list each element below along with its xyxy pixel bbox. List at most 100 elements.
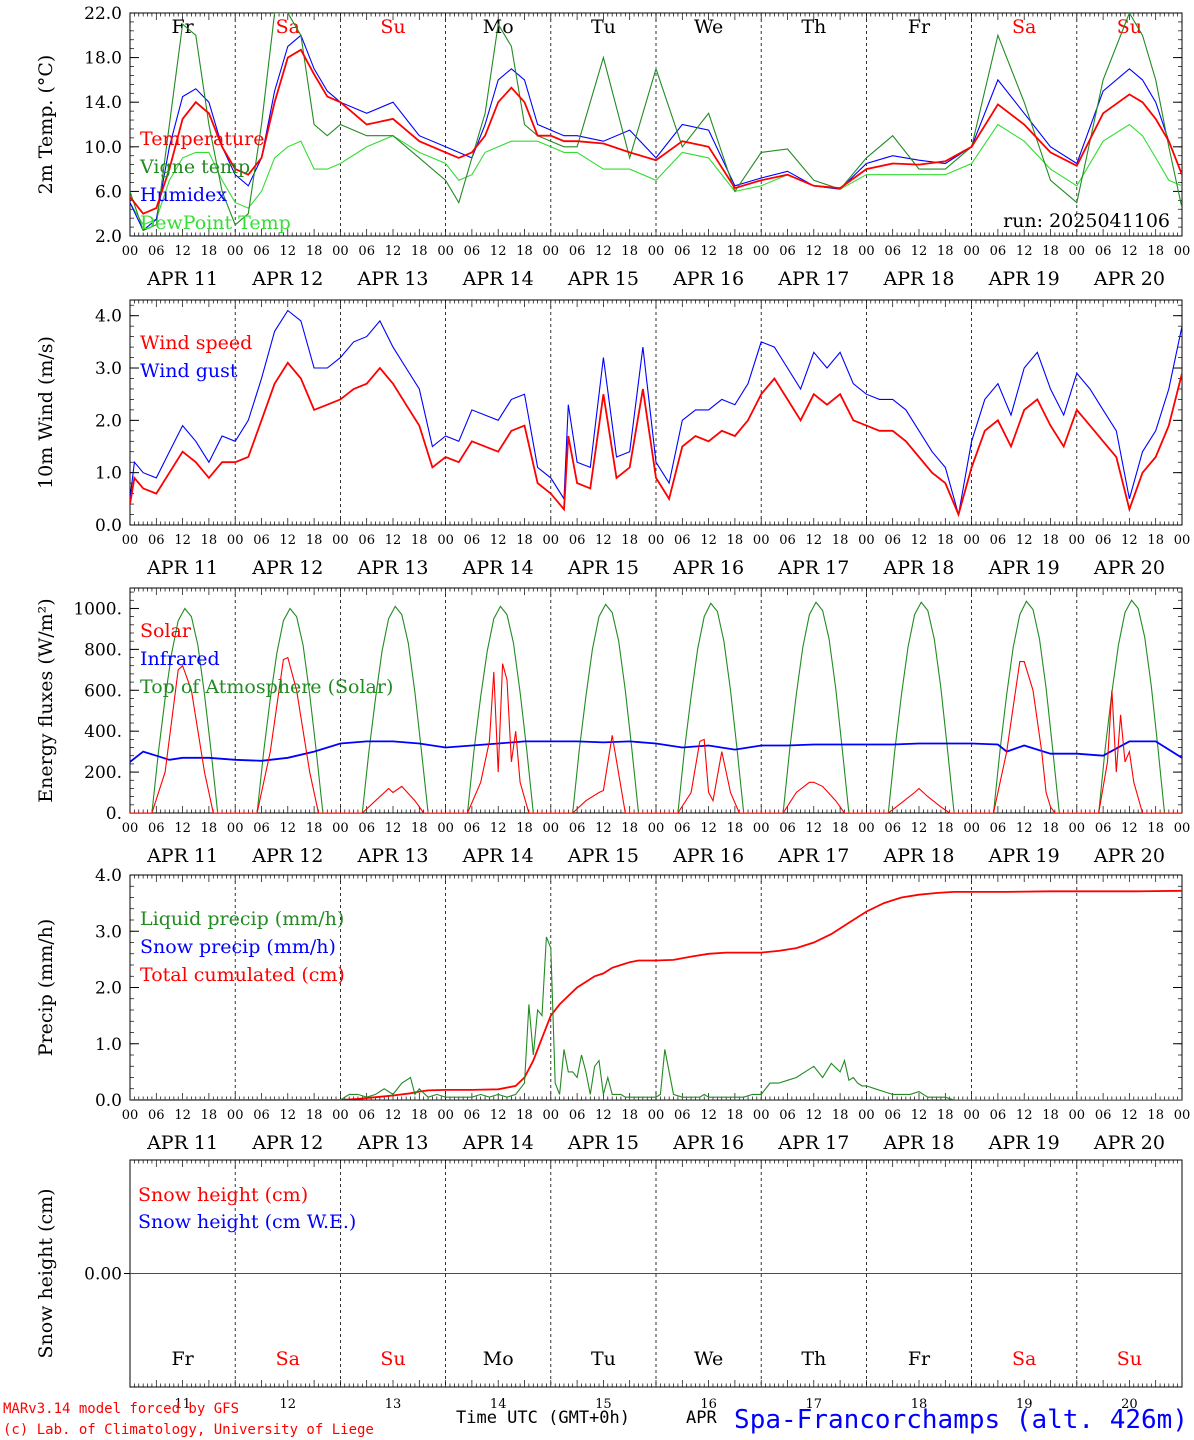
hour-label: 06	[1095, 821, 1112, 836]
hour-label: 00	[332, 821, 349, 836]
hour-label: 06	[569, 821, 586, 836]
hour-label: 00	[227, 1108, 244, 1123]
hour-label: 00	[648, 1108, 665, 1123]
hour-label: 18	[1147, 244, 1164, 259]
hour-label: 12	[174, 533, 191, 548]
hour-label: 18	[201, 1108, 218, 1123]
hour-label: 12	[595, 1108, 612, 1123]
hour-label: 06	[990, 1108, 1007, 1123]
hour-label: 12	[595, 821, 612, 836]
hour-label: 00	[1174, 1108, 1191, 1123]
day-label: APR 15	[567, 557, 639, 579]
hour-label: 12	[280, 1108, 297, 1123]
station-title: Spa-Francorchamps (alt. 426m)	[734, 1405, 1188, 1435]
day-label: APR 19	[988, 845, 1060, 867]
hour-label: 12	[280, 533, 297, 548]
day-label: APR 12	[251, 1132, 323, 1154]
hour-label: 00	[332, 244, 349, 259]
weekday-label: Fr	[908, 16, 931, 38]
legend-entry: Liquid precip (mm/h)	[140, 908, 344, 930]
hour-label: 06	[1095, 244, 1112, 259]
day-number-label: 18	[911, 1397, 928, 1412]
hour-label: 06	[148, 821, 165, 836]
y-tick-label: 3.0	[95, 922, 122, 942]
day-number-label: 13	[385, 1397, 402, 1412]
hour-label: 06	[884, 1108, 901, 1123]
hour-label: 12	[1121, 244, 1138, 259]
hour-label: 06	[990, 821, 1007, 836]
series-line	[130, 936, 1182, 1100]
y-tick-label: 800.	[84, 640, 122, 660]
hour-label: 06	[358, 821, 375, 836]
hour-label: 12	[174, 1108, 191, 1123]
hour-label: 18	[411, 1108, 428, 1123]
y-tick-label: 0.0	[95, 516, 122, 536]
day-label: APR 18	[882, 1132, 954, 1154]
hour-label: 00	[1069, 244, 1086, 259]
hour-label: 18	[1147, 533, 1164, 548]
weekday-label: Sa	[1012, 1348, 1036, 1370]
hour-label: 06	[779, 533, 796, 548]
day-number-label: 14	[490, 1397, 507, 1412]
hour-label: 18	[306, 533, 323, 548]
hour-label: 06	[148, 244, 165, 259]
hour-label: 18	[727, 1108, 744, 1123]
hour-label: 00	[543, 533, 560, 548]
hour-label: 18	[621, 821, 638, 836]
hour-label: 18	[937, 821, 954, 836]
hour-label: 18	[411, 821, 428, 836]
hour-label: 06	[569, 533, 586, 548]
legend-entry: Wind speed	[140, 332, 252, 354]
hour-label: 00	[122, 821, 139, 836]
y-tick-label: 0.00	[84, 1265, 122, 1285]
day-number-label: 19	[1016, 1397, 1033, 1412]
hour-label: 12	[806, 533, 823, 548]
panel-snow: 0.00 Snow height (cm) Fr Sa Su Mo Tu We Th Fr Sa Su…	[35, 1159, 1183, 1412]
day-label: APR 18	[882, 845, 954, 867]
hour-label: 18	[937, 1108, 954, 1123]
day-label: APR 16	[672, 845, 744, 867]
day-number-label: 15	[595, 1397, 612, 1412]
weekday-label: Sa	[276, 1348, 300, 1370]
y-tick-label: 22.0	[84, 4, 122, 24]
hour-label: 12	[700, 1108, 717, 1123]
hour-label: 00	[543, 244, 560, 259]
hour-label: 12	[1016, 533, 1033, 548]
hour-label: 00	[963, 533, 980, 548]
y-tick-label: 3.0	[95, 359, 122, 379]
hour-label: 06	[253, 244, 270, 259]
day-number-label: 17	[806, 1397, 823, 1412]
hour-label: 12	[385, 533, 402, 548]
hour-label: 06	[253, 1108, 270, 1123]
hour-label: 00	[227, 821, 244, 836]
day-label: APR 11	[146, 1132, 218, 1154]
day-label: APR 16	[672, 557, 744, 579]
hour-label: 00	[1174, 244, 1191, 259]
hour-label: 18	[516, 821, 533, 836]
hour-label: 18	[937, 244, 954, 259]
hour-label: 00	[858, 821, 875, 836]
hour-label: 18	[727, 244, 744, 259]
weekday-label: Su	[380, 1348, 405, 1370]
weekday-label: Su	[380, 16, 405, 38]
hour-label: 18	[621, 244, 638, 259]
series-line	[130, 656, 1182, 813]
day-label: APR 12	[251, 268, 323, 290]
day-label: APR 16	[672, 1132, 744, 1154]
day-number-label: 16	[700, 1397, 717, 1412]
y-tick-label: 14.0	[84, 93, 122, 113]
y-axis-label: 2m Temp. (°C)	[35, 55, 57, 195]
hour-label: 18	[1042, 533, 1059, 548]
hour-label: 12	[911, 821, 928, 836]
weekday-label: Su	[1117, 1348, 1142, 1370]
day-label: APR 11	[146, 557, 218, 579]
series-line	[130, 740, 1182, 763]
hour-label: 06	[253, 821, 270, 836]
hour-label: 06	[253, 533, 270, 548]
legend-entry: Top of Atmosphere (Solar)	[140, 676, 393, 698]
hour-label: 00	[543, 821, 560, 836]
hour-label: 18	[201, 244, 218, 259]
y-axis-label: Snow height (cm)	[35, 1188, 57, 1358]
hour-label: 00	[1069, 821, 1086, 836]
hour-label: 12	[490, 1108, 507, 1123]
